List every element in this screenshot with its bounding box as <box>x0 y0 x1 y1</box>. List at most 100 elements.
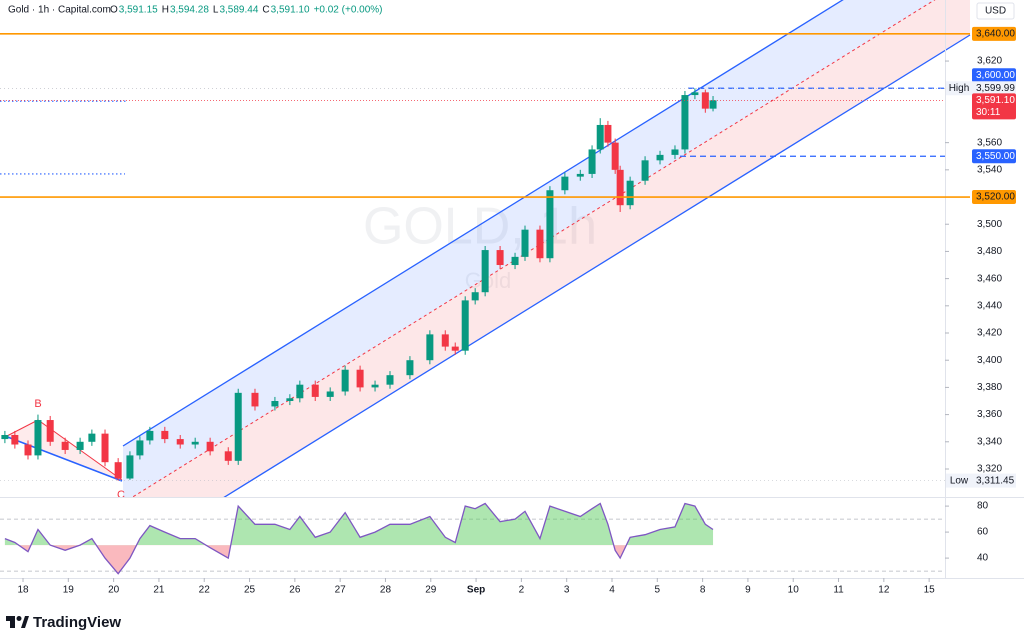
channel-upper-fill <box>123 0 935 497</box>
logo-part <box>10 616 15 628</box>
y-tick-label: 3,380 <box>977 382 1002 393</box>
logo-part <box>16 616 22 621</box>
candle-body <box>161 430 169 440</box>
candle-body <box>441 334 449 347</box>
y-tick-label: 3,620 <box>977 56 1002 67</box>
change: +0.02 (+0.00%) <box>314 5 383 16</box>
extreme-name: High <box>949 83 970 94</box>
extreme-name: Low <box>950 475 969 486</box>
candle-body <box>311 384 319 397</box>
candle-body <box>546 190 554 259</box>
x-tick-label: 11 <box>833 585 844 596</box>
candle-body <box>341 369 349 392</box>
ohlc-key: C <box>262 5 269 16</box>
annotation: B <box>34 398 41 410</box>
ohlc-key: L <box>213 5 219 16</box>
y-tick-label: 3,480 <box>977 246 1002 257</box>
y-tick-label: 3,320 <box>977 464 1002 475</box>
candle-body <box>616 169 624 206</box>
y-tick-label: 3,560 <box>977 137 1002 148</box>
brand-name: TradingView <box>33 614 121 631</box>
candle-body <box>576 173 584 177</box>
x-tick-label: 2 <box>519 585 525 596</box>
candle-body <box>561 176 569 191</box>
currency[interactable]: USD <box>985 6 1006 17</box>
candle-body <box>588 149 596 174</box>
x-tick-label: 5 <box>655 585 661 596</box>
extreme-value: 3,599.99 <box>976 83 1015 94</box>
candle-body <box>234 392 242 461</box>
y-tick-label: 3,440 <box>977 300 1002 311</box>
candle-body <box>656 154 664 161</box>
pattern-fill <box>5 420 122 480</box>
y-tick-label: 3,540 <box>977 164 1002 175</box>
y-tick-label: 3,420 <box>977 328 1002 339</box>
candle-body <box>596 124 604 150</box>
extreme-tag <box>946 473 972 488</box>
x-tick-label: 15 <box>924 585 936 596</box>
y-tick-label: 60 <box>977 527 989 538</box>
brand-logo[interactable]: TradingView <box>6 614 121 631</box>
candle-body <box>451 346 459 351</box>
x-tick-label: 9 <box>745 585 751 596</box>
rsi-fill-up <box>4 503 714 546</box>
candle-body <box>326 391 334 397</box>
x-tick-label: 29 <box>425 585 437 596</box>
x-tick-label: 3 <box>564 585 570 596</box>
candle-body <box>11 434 19 445</box>
x-tick-label: Sep <box>467 585 485 596</box>
channel-lower-line <box>223 34 971 497</box>
y-tick-label: 3,360 <box>977 409 1002 420</box>
ohlc-key: O <box>110 5 118 16</box>
extreme-value: 3,311.45 <box>976 475 1015 486</box>
candle-body <box>671 149 679 155</box>
extreme-value-box <box>972 473 1016 488</box>
candle-body <box>611 142 619 170</box>
annotation: C <box>117 489 125 501</box>
y-tick-label: 3,400 <box>977 355 1002 366</box>
candle-body <box>296 384 304 399</box>
x-tick-label: 25 <box>244 585 256 596</box>
candle-body <box>286 398 294 401</box>
candle-body <box>471 292 479 301</box>
x-tick-label: 10 <box>788 585 800 596</box>
y-tick-label: 80 <box>977 501 989 512</box>
candle-body <box>604 124 612 143</box>
candle-body <box>251 392 259 407</box>
ohlc-value: 3,589.44 <box>219 5 258 16</box>
last-price-tag <box>972 93 1016 120</box>
pattern-base-line <box>4 435 123 482</box>
price-tag-label: 3,550.00 <box>976 151 1015 162</box>
currency-box[interactable] <box>976 2 1015 20</box>
ohlc-value: 3,591.10 <box>271 5 310 16</box>
candle-body <box>126 455 134 479</box>
x-tick-label: 20 <box>108 585 120 596</box>
x-tick-label: 12 <box>878 585 890 596</box>
countdown: 30:11 <box>976 107 1001 118</box>
price-tag <box>972 26 1016 41</box>
extreme-value-box <box>972 81 1016 96</box>
candle-body <box>24 444 32 456</box>
last-price-label: 3,591.10 <box>976 95 1015 106</box>
candle-body <box>626 180 634 206</box>
x-tick-label: 27 <box>335 585 347 596</box>
candle-body <box>114 462 122 479</box>
candle-body <box>356 369 364 388</box>
candle-body <box>101 433 109 463</box>
ohlc-value: 3,594.28 <box>170 5 209 16</box>
candle-body <box>1 434 9 440</box>
candle-body <box>191 441 199 445</box>
price-tag-label: 3,640.00 <box>976 28 1015 39</box>
candle-body <box>206 441 214 452</box>
candle-body <box>406 360 414 376</box>
candle-body <box>461 300 469 351</box>
y-tick-label: 40 <box>977 553 989 564</box>
price-tag <box>972 190 1016 205</box>
y-tick-label: 3,460 <box>977 273 1002 284</box>
ohlc-readout: O 3,591.15 H 3,594.28 L 3,589.44 C 3,591.10 +0.0… <box>110 5 383 16</box>
x-tick-label: 8 <box>700 585 706 596</box>
symbol: Gold · 1h · Capital.com <box>8 5 111 16</box>
candle-body <box>46 420 54 442</box>
candle-body <box>34 420 42 456</box>
